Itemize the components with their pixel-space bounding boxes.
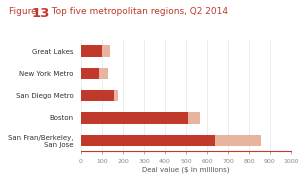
Bar <box>81 135 215 146</box>
Bar <box>99 68 108 79</box>
Text: Figure: Figure <box>9 7 40 16</box>
Bar <box>81 112 188 124</box>
Bar <box>113 90 118 101</box>
Text: 13: 13 <box>32 7 50 20</box>
Bar <box>81 90 113 101</box>
Bar <box>81 45 102 57</box>
X-axis label: Deal value ($ in millions): Deal value ($ in millions) <box>142 166 230 173</box>
Bar <box>188 112 200 124</box>
Bar <box>102 45 110 57</box>
Text: : Top five metropolitan regions, Q2 2014: : Top five metropolitan regions, Q2 2014 <box>46 7 229 16</box>
Bar <box>81 68 99 79</box>
Bar <box>215 135 260 146</box>
